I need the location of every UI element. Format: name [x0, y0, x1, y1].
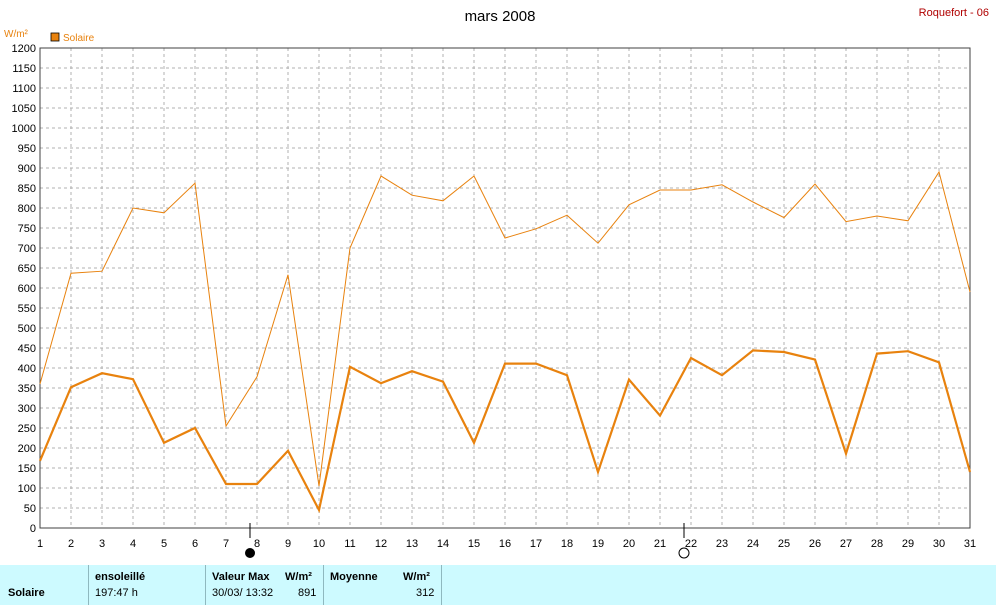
x-tick-label: 16 [499, 538, 511, 550]
x-tick-label: 10 [313, 538, 325, 550]
chart-title: mars 2008 [465, 8, 536, 25]
y-tick-label: 800 [18, 203, 36, 215]
y-tick-label: 850 [18, 183, 36, 195]
x-tick-label: 29 [902, 538, 914, 550]
summary-divider [323, 565, 324, 605]
y-tick-label: 1050 [12, 103, 36, 115]
legend-swatch [50, 32, 60, 42]
y-tick-label: 1200 [12, 43, 36, 55]
y-tick-label: 900 [18, 163, 36, 175]
y-tick-label: 300 [18, 403, 36, 415]
summary-row-label: Solaire [8, 587, 45, 599]
y-tick-label: 700 [18, 243, 36, 255]
legend-label: Solaire [63, 33, 95, 44]
x-tick-label: 15 [468, 538, 480, 550]
y-tick-label: 600 [18, 283, 36, 295]
valeur-max-unit: W/m² [285, 571, 312, 583]
x-tick-label: 12 [375, 538, 387, 550]
y-tick-label: 250 [18, 423, 36, 435]
y-tick-label: 50 [24, 503, 36, 515]
x-tick-label: 30 [933, 538, 945, 550]
x-tick-label: 17 [530, 538, 542, 550]
new-moon-icon [245, 548, 255, 558]
ensoleille-label: ensoleillé [95, 571, 146, 583]
series-layer [38, 170, 972, 514]
y-tick-label: 500 [18, 323, 36, 335]
valeur-max-value: 891 [298, 587, 317, 599]
x-tick-label: 2 [68, 538, 74, 550]
y-tick-label: 1000 [12, 123, 36, 135]
x-tick-label: 25 [778, 538, 790, 550]
y-axis: 0 50 100 150 200 250 300 350 400 450 500 550 600 650 7… [12, 43, 36, 535]
summary-bar: Solaire ensoleillé 197:47 h Valeur Max W… [0, 565, 996, 605]
x-tick-label: 22 [685, 538, 697, 550]
summary-divider [205, 565, 206, 605]
moyenne-unit: W/m² [403, 571, 430, 583]
x-tick-label: 19 [592, 538, 604, 550]
x-tick-label: 14 [437, 538, 449, 550]
y-tick-label: 200 [18, 443, 36, 455]
y-tick-label: 350 [18, 383, 36, 395]
x-tick-label: 31 [964, 538, 976, 550]
ensoleille-value: 197:47 h [95, 587, 138, 599]
x-tick-label: 24 [747, 538, 759, 550]
x-tick-label: 23 [716, 538, 728, 550]
x-tick-label: 5 [161, 538, 167, 550]
summary-divider [88, 565, 89, 605]
x-tick-label: 4 [130, 538, 136, 550]
y-tick-label: 550 [18, 303, 36, 315]
x-axis: 1 2 3 4 5 6 7 8 9 10 11 12 13 14 15 16 17 18 19 20 21 22 23 24 2… [37, 538, 976, 550]
x-tick-label: 1 [37, 538, 43, 550]
series-line-mean [38, 349, 972, 514]
plot-frame [39, 47, 971, 529]
series-line-max [39, 170, 971, 487]
x-tick-label: 6 [192, 538, 198, 550]
y-tick-label: 450 [18, 343, 36, 355]
x-tick-label: 11 [344, 538, 355, 550]
valeur-max-date: 30/03/ 13:32 [212, 587, 274, 599]
station-name: Roquefort - 06 [919, 7, 989, 19]
y-tick-label: 400 [18, 363, 36, 375]
x-tick-label: 18 [561, 538, 573, 550]
x-tick-label: 7 [223, 538, 229, 550]
y-tick-label: 750 [18, 223, 36, 235]
x-tick-label: 9 [285, 538, 291, 550]
full-moon-icon [678, 547, 690, 559]
x-tick-label: 20 [623, 538, 635, 550]
x-tick-label: 26 [809, 538, 821, 550]
x-tick-label: 21 [654, 538, 666, 550]
y-tick-label: 150 [18, 463, 36, 475]
x-tick-label: 8 [254, 538, 260, 550]
valeur-max-label: Valeur Max [212, 571, 270, 583]
x-tick-label: 3 [99, 538, 105, 550]
y-tick-label: 950 [18, 143, 36, 155]
moyenne-value: 312 [416, 587, 435, 599]
moyenne-label: Moyenne [330, 571, 378, 583]
y-tick-label: 1150 [12, 63, 36, 75]
x-tick-label: 27 [840, 538, 852, 550]
y-tick-label: 1100 [12, 83, 36, 95]
moon-phases [245, 523, 690, 559]
x-tick-label: 13 [406, 538, 418, 550]
y-tick-label: 650 [18, 263, 36, 275]
y-tick-label: 0 [30, 523, 36, 535]
summary-divider [441, 565, 442, 605]
solar-chart: mars 2008 Roquefort - 06 W/m² Solaire 0 5… [4, 7, 989, 559]
y-axis-unit: W/m² [4, 29, 29, 40]
grid [40, 48, 970, 528]
y-tick-label: 100 [18, 483, 36, 495]
x-tick-label: 28 [871, 538, 883, 550]
